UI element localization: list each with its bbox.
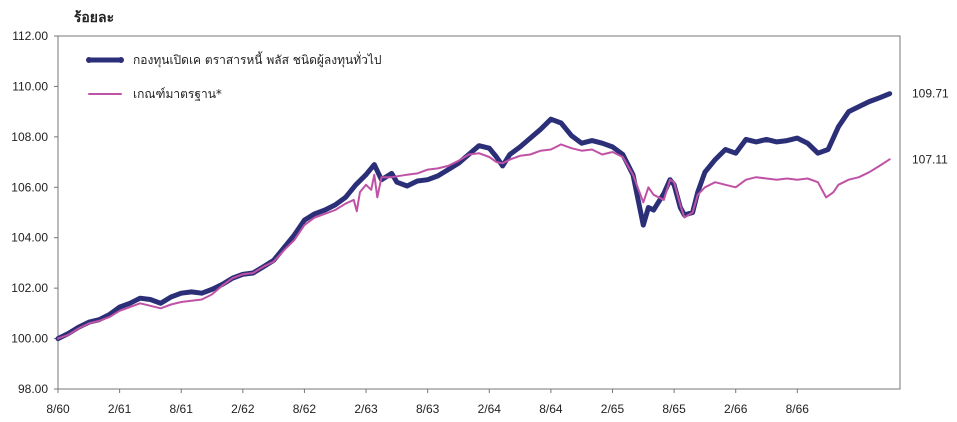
- x-tick-label: 2/64: [478, 402, 502, 416]
- y-tick-label: 100.00: [11, 332, 48, 346]
- x-tick-label: 2/66: [724, 402, 748, 416]
- y-tick-label: 102.00: [11, 281, 48, 295]
- legend-item: เกณฑ์มาตรฐาน*: [88, 87, 222, 101]
- y-tick-label: 106.00: [11, 180, 48, 194]
- legend-marker: [118, 57, 124, 63]
- x-tick-label: 2/62: [231, 402, 255, 416]
- y-axis-unit-label: ร้อยละ: [74, 10, 114, 26]
- x-tick-label: 8/63: [416, 402, 440, 416]
- series-end-label: 107.11: [912, 152, 948, 166]
- y-tick-label: 98.00: [18, 382, 48, 396]
- x-axis-tick-labels: 8/60 2/61 8/61 2/62 8/62 2/63 8/63 2/64 8/64 2/65…: [46, 402, 809, 416]
- y-axis-tick-labels: 98.00 100.00 102.00 104.00 106.00 108.00 110.0…: [11, 29, 48, 396]
- series-end-label: 109.71: [912, 87, 949, 101]
- x-tick-label: 8/62: [293, 402, 317, 416]
- x-tick-label: 8/65: [662, 402, 686, 416]
- x-tick-label: 8/60: [46, 402, 70, 416]
- x-tick-label: 8/66: [786, 402, 810, 416]
- legend-label: เกณฑ์มาตรฐาน*: [133, 87, 222, 101]
- y-tick-label: 108.00: [11, 130, 48, 144]
- x-tick-label: 8/64: [539, 402, 563, 416]
- series-end-labels: 109.71 107.11: [912, 87, 949, 167]
- chart-axes: [54, 35, 901, 393]
- y-tick-label: 110.00: [12, 79, 48, 93]
- y-tick-label: 104.00: [11, 231, 48, 245]
- legend-item: กองทุนเปิดเค ตราสารหนี้ พลัส ชนิดผู้ลงทุ…: [86, 51, 382, 68]
- benchmark-series-line: [57, 143, 891, 340]
- x-tick-label: 2/63: [354, 402, 378, 416]
- series-lines: [55, 91, 893, 342]
- x-tick-label: 2/65: [601, 402, 625, 416]
- legend-marker: [86, 57, 92, 63]
- legend-label: กองทุนเปิดเค ตราสารหนี้ พลัส ชนิดผู้ลงทุ…: [133, 51, 382, 68]
- fund-series-line: [55, 91, 893, 342]
- x-tick-label: 8/61: [170, 402, 194, 416]
- y-tick-label: 112.00: [12, 29, 48, 43]
- legend: กองทุนเปิดเค ตราสารหนี้ พลัส ชนิดผู้ลงทุ…: [86, 51, 382, 101]
- plot-frame: [57, 35, 901, 390]
- x-tick-label: 2/61: [108, 402, 132, 416]
